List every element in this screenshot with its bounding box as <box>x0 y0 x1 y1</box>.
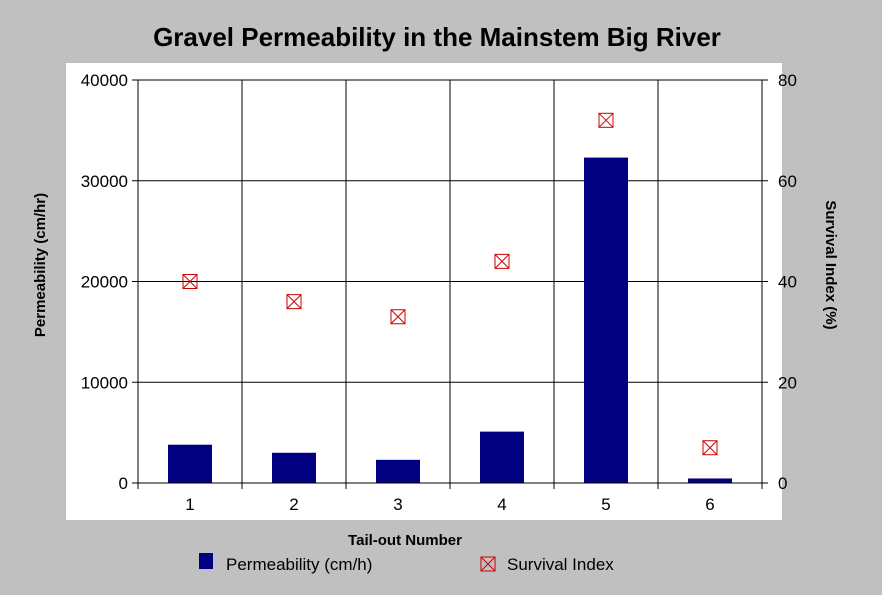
marker-box <box>702 440 718 456</box>
survival-point <box>390 309 406 325</box>
chart-title: Gravel Permeability in the Mainstem Big … <box>153 22 721 52</box>
y2-tick-label: 80 <box>778 71 797 90</box>
bar <box>584 157 628 483</box>
marker-box <box>182 274 198 289</box>
bar-series <box>168 157 732 483</box>
right-axis-ticks: 0 20 40 60 80 <box>762 71 797 493</box>
y-axis-title: Permeability (cm/hr) <box>32 193 49 337</box>
marker-cross-b <box>494 253 510 269</box>
legend-label-survival: Survival Index <box>507 555 614 574</box>
survival-point <box>702 440 718 456</box>
x-tick-label: 1 <box>185 495 194 514</box>
y2-tick-label: 0 <box>778 474 787 493</box>
y2-tick-label: 60 <box>778 172 797 191</box>
y2-tick-label: 40 <box>778 273 797 292</box>
bar <box>376 459 420 483</box>
x-tick-label: 2 <box>289 495 298 514</box>
marker-box <box>598 112 614 128</box>
y-tick-label: 20000 <box>81 273 128 292</box>
x-tick-label: 5 <box>601 495 610 514</box>
y-tick-label: 10000 <box>81 373 128 392</box>
marker-box <box>286 294 302 310</box>
legend-bar-swatch <box>199 553 213 569</box>
marker-cross-b <box>286 294 302 310</box>
x-axis-ticks: 1 2 3 4 5 6 <box>137 483 763 514</box>
bar <box>272 452 316 483</box>
marker-box <box>494 253 510 269</box>
marker-cross-b <box>182 274 198 289</box>
x-tick-label: 6 <box>705 495 714 514</box>
bar <box>688 478 732 483</box>
bar <box>480 431 524 483</box>
x-axis-title: Tail-out Number <box>348 532 462 549</box>
marker-box <box>390 309 406 325</box>
marker-cross-b <box>702 440 718 456</box>
grid-lines <box>138 79 762 484</box>
survival-point <box>598 112 614 128</box>
plot-panel <box>66 63 782 520</box>
marker-cross-b <box>390 309 406 325</box>
y2-tick-label: 20 <box>778 373 797 392</box>
marker-cross-b <box>480 556 496 572</box>
legend: Permeability (cm/h) Survival Index <box>199 553 614 574</box>
left-axis-ticks: 0 10000 20000 30000 40000 <box>81 71 138 493</box>
survival-point <box>494 253 510 269</box>
legend-marker-icon <box>480 556 496 572</box>
x-tick-label: 4 <box>497 495 506 514</box>
y2-axis-title: Survival Index (%) <box>822 200 839 329</box>
y-tick-label: 0 <box>119 474 128 493</box>
survival-point <box>182 274 198 289</box>
marker-box <box>480 556 496 572</box>
bar <box>168 444 212 483</box>
x-tick-label: 3 <box>393 495 402 514</box>
y-tick-label: 40000 <box>81 71 128 90</box>
marker-series <box>182 112 718 456</box>
marker-cross-b <box>598 112 614 128</box>
y-tick-label: 30000 <box>81 172 128 191</box>
legend-label-permeability: Permeability (cm/h) <box>226 555 372 574</box>
survival-point <box>286 294 302 310</box>
legend-marker-swatch <box>480 556 496 572</box>
